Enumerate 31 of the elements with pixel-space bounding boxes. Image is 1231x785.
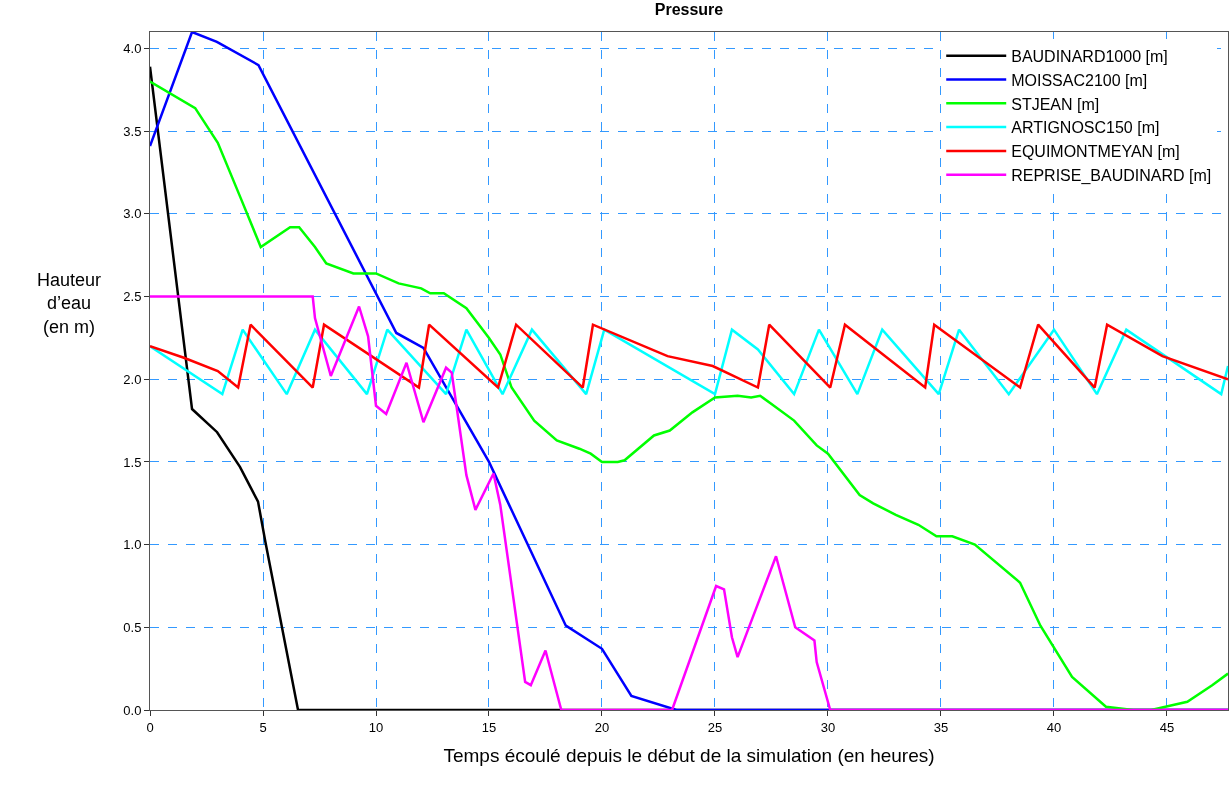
x-axis-title: Temps écoulé depuis le début de la simulation (en heures) <box>443 745 935 767</box>
x-tick-label: 15 <box>481 719 497 735</box>
x-tick-label: 10 <box>368 719 384 735</box>
x-tick-label: 5 <box>259 719 267 735</box>
legend-label: MOISSAC2100 [m] <box>1011 71 1148 89</box>
x-tick-label: 35 <box>933 719 949 735</box>
x-tick-label: 45 <box>1159 719 1175 735</box>
legend-label: REPRISE_BAUDINARD [m] <box>1011 166 1212 185</box>
y-tick-label: 2.5 <box>123 289 142 305</box>
y-tick-label: 4.0 <box>123 41 142 57</box>
chart-title: Pressure <box>654 1 724 19</box>
y-tick-label: 1.5 <box>123 454 142 470</box>
y-tick-label: 0.5 <box>123 619 142 635</box>
x-tick-label: 20 <box>594 719 610 735</box>
legend-label: BAUDINARD1000 [m] <box>1011 47 1168 65</box>
legend-label: EQUIMONTMEYAN [m] <box>1011 143 1180 161</box>
x-tick-label: 0 <box>146 719 154 735</box>
x-tick-label: 40 <box>1046 719 1062 735</box>
line-series <box>150 328 1228 396</box>
line-series <box>150 323 1228 389</box>
line-series <box>150 295 1228 710</box>
y-axis-title: Hauteur d’eau (en m) <box>37 270 102 337</box>
y-tick-label: 3.0 <box>123 206 142 222</box>
y-tick-label: 3.5 <box>123 123 142 139</box>
y-tick-label: 2.0 <box>123 371 142 387</box>
x-tick-label: 25 <box>707 719 723 735</box>
legend-label: STJEAN [m] <box>1011 95 1100 113</box>
y-tick-label: 0.0 <box>123 702 142 718</box>
x-tick-label: 30 <box>820 719 836 735</box>
legend-label: ARTIGNOSC150 [m] <box>1011 119 1160 137</box>
y-tick-label: 1.0 <box>123 537 142 553</box>
